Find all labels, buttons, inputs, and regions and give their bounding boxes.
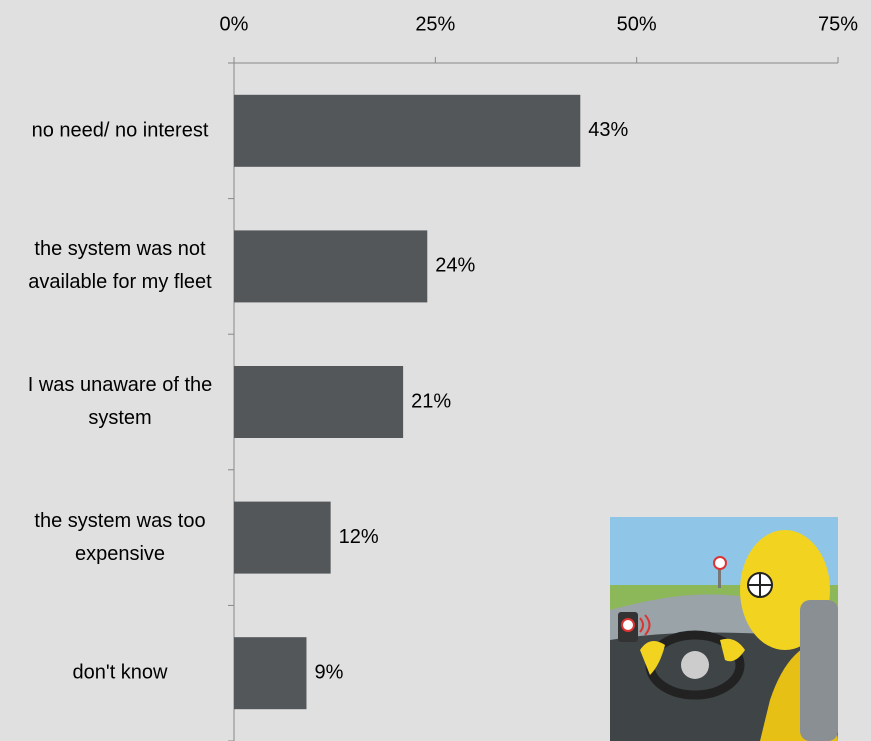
value-label: 9% <box>314 661 343 683</box>
value-label: 21% <box>411 390 451 412</box>
y-tick-label: no need/ no interest <box>31 119 209 142</box>
y-tick-label: don't know <box>72 661 168 684</box>
illustration <box>610 517 838 741</box>
bar <box>234 637 307 710</box>
bar <box>234 94 581 167</box>
bar <box>234 366 404 438</box>
x-tick-label: 75% <box>818 13 858 35</box>
y-tick-label: the system was too expensive <box>34 509 206 565</box>
x-tick-label: 0% <box>220 13 249 35</box>
value-label: 24% <box>435 255 475 277</box>
bar <box>234 230 428 303</box>
bar <box>234 501 331 574</box>
y-tick-label: the system was not available for my flee… <box>28 238 212 294</box>
y-tick-label: I was unaware of the system <box>27 374 213 429</box>
value-label: 43% <box>588 119 628 141</box>
value-label: 12% <box>339 526 379 548</box>
x-tick-label: 50% <box>617 13 657 35</box>
x-tick-label: 25% <box>415 13 455 35</box>
